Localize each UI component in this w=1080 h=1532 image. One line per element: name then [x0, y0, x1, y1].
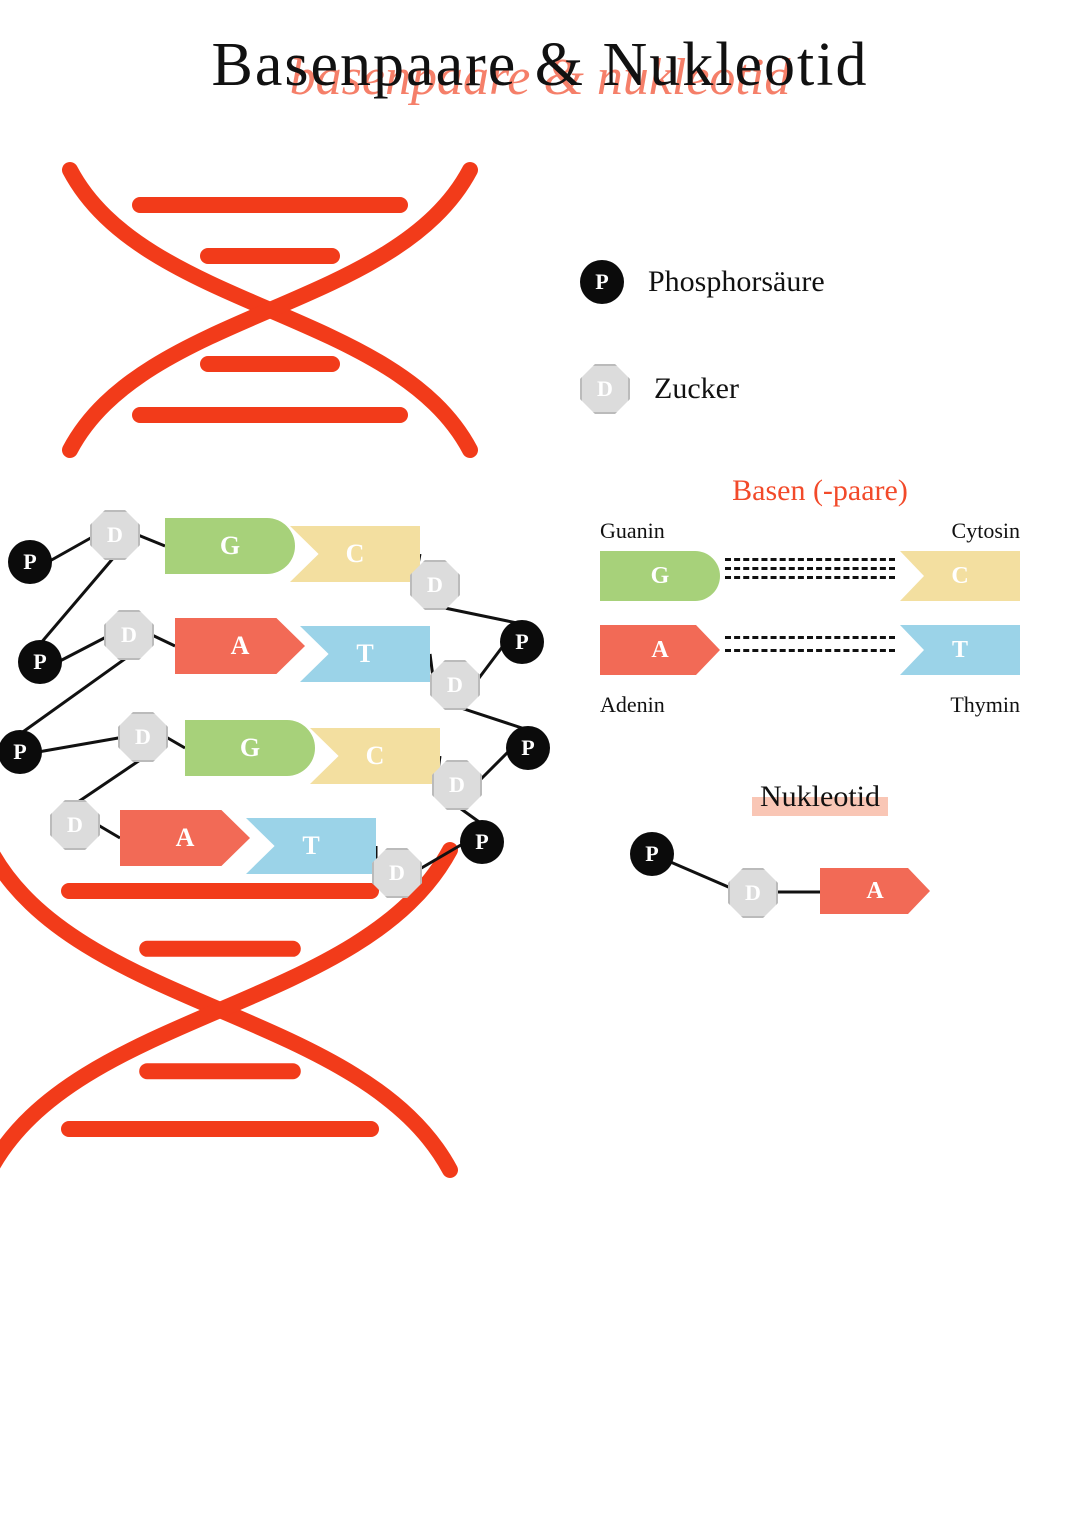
sugar-icon: D	[372, 848, 422, 898]
phosphate-icon: P	[500, 620, 544, 664]
sugar-icon: D	[432, 760, 482, 810]
cytosine-shape: C	[900, 551, 1020, 601]
sugar-icon: D	[50, 800, 100, 850]
cytosin-label: Cytosin	[952, 518, 1020, 544]
nukleotid-heading: Nukleotid	[752, 778, 888, 816]
backbone-lines	[0, 160, 600, 1260]
base-shape: G	[185, 720, 315, 776]
title-main: Basenpaare & Nukleotid	[0, 30, 1080, 101]
phosphate-icon: P	[0, 730, 42, 774]
sugar-icon: D	[104, 610, 154, 660]
gc-pair: G C	[600, 546, 1020, 606]
guanin-label: Guanin	[600, 518, 665, 544]
sugar-icon: D	[90, 510, 140, 560]
phosphate-icon: P	[580, 260, 624, 304]
basen-heading: Basen (-paare)	[580, 474, 1060, 508]
base-shape: G	[165, 518, 295, 574]
page-title: basenpaare & nukleotid Basenpaare & Nukl…	[0, 30, 1080, 101]
guanine-shape: G	[600, 551, 720, 601]
legend-sugar: D Zucker	[580, 364, 1060, 414]
legend-panel: P Phosphorsäure D Zucker Basen (-paare) …	[580, 260, 1060, 932]
thymine-shape: T	[900, 625, 1020, 675]
phosphate-icon: P	[460, 820, 504, 864]
sugar-icon: D	[410, 560, 460, 610]
sugar-icon: D	[728, 868, 778, 918]
phosphate-icon: P	[630, 832, 674, 876]
sugar-label: Zucker	[654, 372, 739, 406]
at-bonds	[725, 636, 895, 652]
legend-phosphate: P Phosphorsäure	[580, 260, 1060, 304]
gc-bonds	[725, 558, 895, 579]
dna-diagram: GCDDPATDDPPGCDDPPATDDP	[0, 160, 600, 1260]
nukleotid-diagram: P D A	[610, 832, 1030, 932]
adenine-shape: A	[600, 625, 720, 675]
sugar-icon: D	[580, 364, 630, 414]
phosphate-label: Phosphorsäure	[648, 265, 825, 299]
at-pair: A T	[600, 620, 1020, 680]
adenine-shape: A	[820, 868, 930, 914]
pair-top-labels: Guanin Cytosin	[600, 518, 1020, 544]
phosphate-icon: P	[18, 640, 62, 684]
sugar-icon: D	[118, 712, 168, 762]
phosphate-icon: P	[506, 726, 550, 770]
sugar-icon: D	[430, 660, 480, 710]
phosphate-icon: P	[8, 540, 52, 584]
pair-block: G C A T	[600, 546, 1020, 696]
